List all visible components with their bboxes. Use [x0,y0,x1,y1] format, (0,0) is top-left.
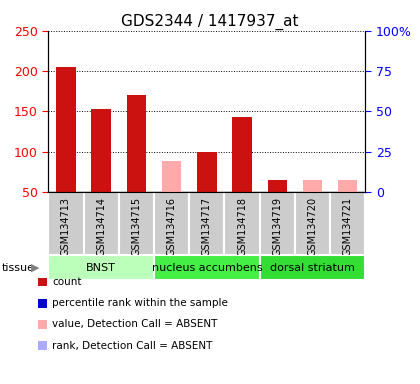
Text: GSM134719: GSM134719 [272,197,282,256]
Bar [119,192,154,255]
Bar [260,255,365,280]
Text: tissue: tissue [2,263,35,273]
Text: rank, Detection Call = ABSENT: rank, Detection Call = ABSENT [52,341,213,351]
Bar [260,192,295,255]
Bar [154,255,260,280]
Bar [338,180,357,192]
Bar [162,161,181,192]
Text: percentile rank within the sample: percentile rank within the sample [52,298,228,308]
Text: nucleus accumbens: nucleus accumbens [152,263,262,273]
Bar [127,95,146,192]
Text: GSM134716: GSM134716 [167,197,177,256]
Text: GSM134717: GSM134717 [202,197,212,256]
Text: GSM134715: GSM134715 [131,197,142,256]
Bar [268,180,287,192]
Text: GSM134720: GSM134720 [307,197,318,256]
Text: GSM134714: GSM134714 [96,197,106,256]
Bar [224,192,260,255]
Bar [48,192,84,255]
Text: ▶: ▶ [31,263,39,273]
Bar [303,180,322,192]
Text: value, Detection Call = ABSENT: value, Detection Call = ABSENT [52,319,218,329]
Bar [84,192,119,255]
Bar [48,255,154,280]
Text: count: count [52,277,81,287]
Text: dorsal striatum: dorsal striatum [270,263,355,273]
Text: GSM134713: GSM134713 [61,197,71,256]
Bar [189,192,224,255]
Bar [197,152,217,192]
Text: GSM134721: GSM134721 [343,197,353,256]
Bar [295,192,330,255]
Bar [330,192,365,255]
Bar [154,192,189,255]
Bar [56,67,76,192]
Text: GDS2344 / 1417937_at: GDS2344 / 1417937_at [121,13,299,30]
Bar [92,109,111,192]
Bar [232,117,252,192]
Text: BNST: BNST [86,263,116,273]
Text: GSM134718: GSM134718 [237,197,247,256]
